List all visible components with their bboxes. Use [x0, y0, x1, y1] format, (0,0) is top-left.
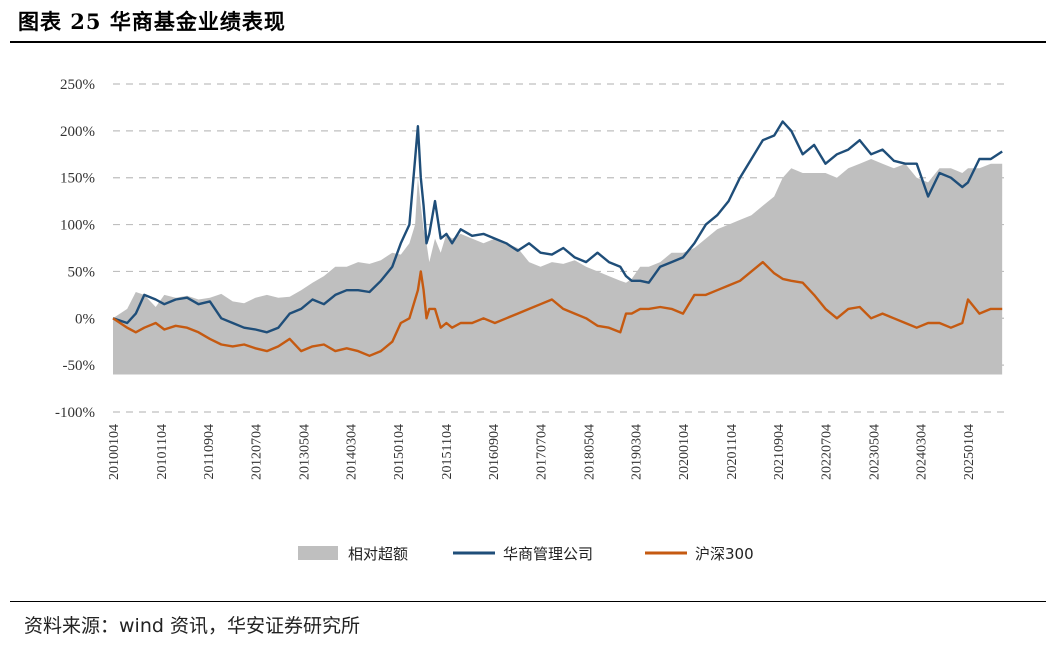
x-axis-ticks: 20100104 20101104 20110904 20120704 20130504…: [107, 424, 977, 480]
x-tick-label: 20151104: [440, 424, 455, 479]
x-tick-label: 20130504: [297, 424, 312, 480]
y-axis-ticks: -100% -50% 0% 50% 100% 150% 200% 250%: [55, 77, 95, 421]
y-tick-label: -50%: [63, 358, 96, 374]
figure-title: 图表 25 华商基金业绩表现: [18, 9, 286, 34]
performance-chart: -100%-50%0%50%100%150%200%250% 20100104 2…: [55, 77, 1005, 563]
legend: 相对超额 华商管理公司 沪深300: [298, 545, 754, 563]
x-tick-label: 20200104: [677, 424, 692, 480]
legend-label: 相对超额: [348, 545, 408, 563]
x-tick-label: 20190304: [630, 424, 645, 480]
series-line-华商管理公司: [112, 120, 1003, 334]
legend-swatch-excess: [298, 546, 338, 560]
y-tick-label: 250%: [60, 77, 95, 93]
x-tick-label: 20120704: [249, 424, 264, 480]
x-tick-label: 20210904: [772, 424, 787, 480]
y-tick-label: 100%: [60, 218, 95, 234]
x-tick-label: 20110904: [202, 424, 217, 479]
x-tick-label: 20101104: [155, 424, 170, 479]
x-tick-label: 20150104: [392, 424, 407, 480]
x-tick-label: 20160904: [487, 424, 502, 480]
source-divider: [10, 601, 1046, 602]
y-tick-label: 150%: [60, 171, 95, 187]
excess-area-layer: [113, 159, 1003, 375]
title-divider: [10, 41, 1046, 43]
x-tick-label: 20250104: [962, 424, 977, 480]
series-line-沪深300: [112, 260, 1003, 357]
source-note: 资料来源：wind 资讯，华安证券研究所: [24, 615, 360, 637]
series-lines: [112, 120, 1003, 357]
x-tick-label: 20220704: [819, 424, 834, 480]
y-tick-label: 200%: [60, 124, 95, 140]
legend-label: 沪深300: [695, 545, 754, 563]
x-tick-label: 20170704: [534, 424, 549, 480]
series-area-相对超额: [113, 159, 1003, 375]
x-tick-label: 20201104: [725, 424, 740, 479]
x-tick-label: 20240304: [915, 424, 930, 480]
x-tick-label: 20100104: [107, 424, 122, 480]
x-tick-label: 20180504: [582, 424, 597, 480]
y-tick-label: -100%: [55, 405, 95, 421]
legend-label: 华商管理公司: [503, 545, 593, 563]
x-tick-label: 20230504: [867, 424, 882, 480]
y-tick-label: 50%: [68, 264, 96, 280]
y-tick-label: 0%: [75, 311, 95, 327]
x-tick-label: 20140304: [345, 424, 360, 480]
